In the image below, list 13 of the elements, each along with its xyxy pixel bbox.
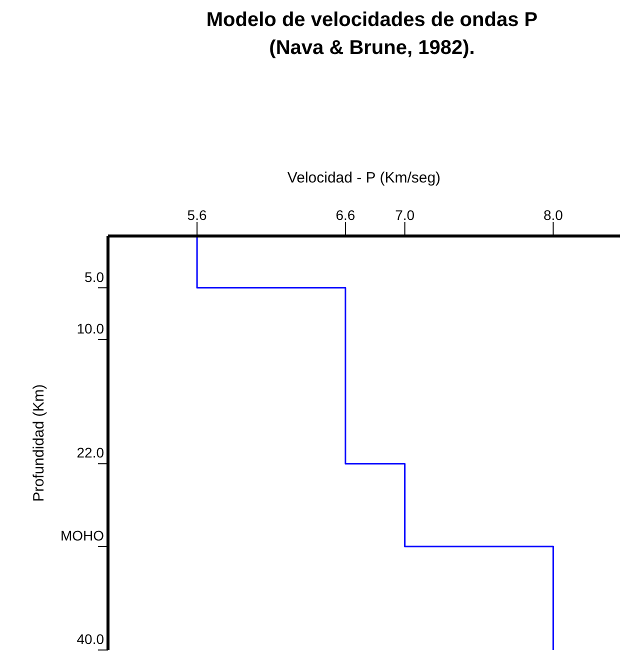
y-tick-label: MOHO	[60, 528, 104, 544]
x-tick-label: 6.6	[336, 207, 356, 223]
chart-title: Modelo de velocidades de ondas P	[205, 8, 539, 33]
y-tick-label: 10.0	[76, 320, 104, 336]
y-axis-title: Profundidad (Km)	[30, 384, 48, 502]
y-tick-label: 5.0	[84, 268, 104, 285]
x-tick-label: 7.0	[395, 207, 415, 223]
y-tick-label: 22.0	[76, 444, 104, 461]
x-tick-label: 5.6	[187, 207, 207, 223]
y-tick-label: 40.0	[76, 631, 104, 647]
x-axis-title: Velocidad - P (Km/seg)	[287, 170, 441, 187]
chart-subtitle: (Nava & Brune, 1982).	[268, 36, 476, 61]
x-tick-label: 8.0	[543, 207, 564, 223]
